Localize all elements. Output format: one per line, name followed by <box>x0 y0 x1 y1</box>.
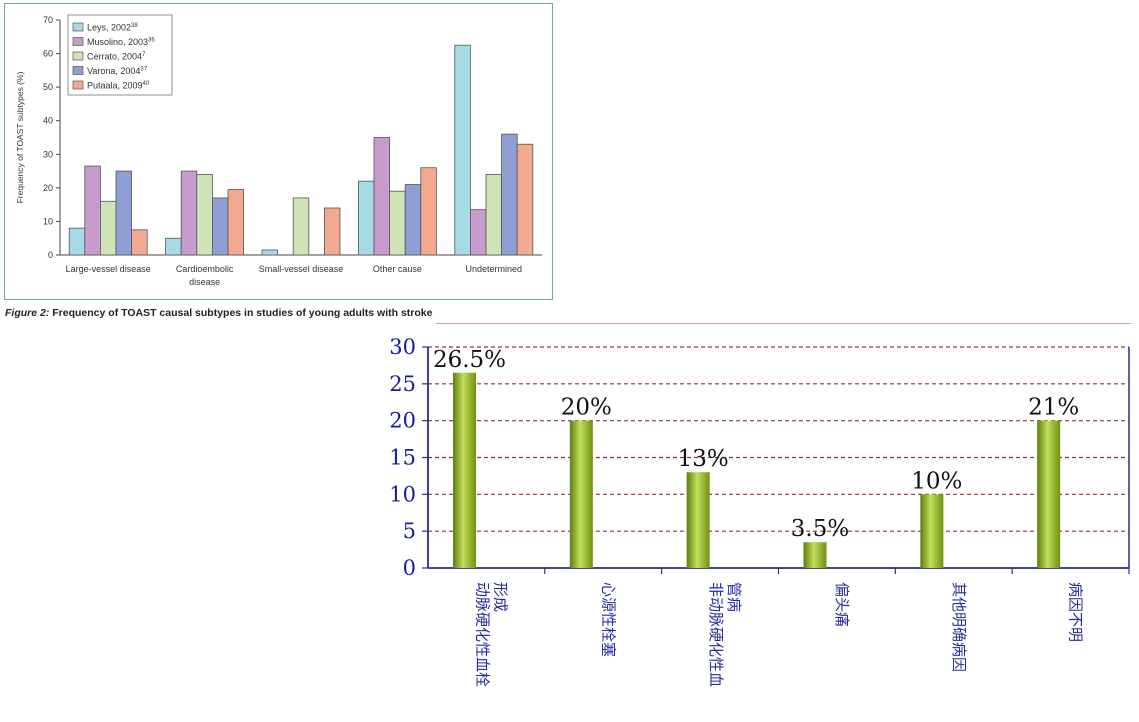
chart2-y-tick-label: 30 <box>389 335 416 359</box>
chart2-category-label: 形成 <box>491 582 509 612</box>
chart1-bar <box>404 184 422 256</box>
chart1-category-label: Cardioembolic <box>176 264 234 274</box>
chart2-bar <box>803 542 827 568</box>
figure-label: Figure 2: <box>5 307 50 319</box>
chart1-y-tick-label: 20 <box>43 183 53 193</box>
chart1-legend-label: Varona, 200437 <box>87 66 148 76</box>
chart2-bar <box>453 372 476 568</box>
chart1-bar <box>196 174 213 256</box>
chart2-category-label: 管病 <box>725 582 743 612</box>
chart2-y-tick-label: 0 <box>403 556 416 580</box>
chart1-category-label: Large-vessel disease <box>66 264 151 274</box>
chart1-y-axis-label: Frequency of TOAST subtypes (%) <box>15 71 25 203</box>
chart2-y-tick-label: 20 <box>389 409 416 433</box>
chart1-bar <box>516 143 534 256</box>
chart1-legend-label: Leys, 200238 <box>87 23 138 33</box>
chart1-legend-swatch <box>72 80 84 90</box>
chart2-bar <box>1037 420 1061 568</box>
chart2-y-tick-label: 5 <box>403 519 416 543</box>
chart2-data-label: 20% <box>561 395 612 421</box>
chart1-category-label: Small-vessel disease <box>259 264 344 274</box>
chart1-bar <box>261 249 279 256</box>
chart1-y-tick-label: 40 <box>43 116 53 126</box>
chart2-category-label: 动脉硬化性血栓 <box>473 582 491 687</box>
chart1-bar <box>323 207 341 256</box>
chart2-category-label: 病因不明 <box>1067 582 1085 642</box>
chart1-bar <box>165 237 182 256</box>
chart1-bar <box>454 44 471 256</box>
chart1-y-tick-label: 70 <box>43 15 53 25</box>
chart1-toast-subtypes: 0 10 20 30 40 50 60 70 Frequency of TOAST subtyp… <box>15 14 542 287</box>
chart1-legend-swatch <box>72 22 84 32</box>
chart1-bar <box>469 209 487 256</box>
chart2-bar <box>920 494 944 568</box>
chart2-category-label: 非动脉硬化性血 <box>707 582 725 687</box>
figure-caption: Figure 2: Frequency of TOAST causal subt… <box>5 307 432 319</box>
chart2-data-label: 13% <box>678 446 729 472</box>
chart1-y-tick-label: 0 <box>48 250 53 260</box>
chart1-bar <box>373 137 391 256</box>
chart1-bar <box>389 190 406 256</box>
chart2-category-label: 偏头痛 <box>833 582 851 627</box>
chart2-y-tick-label: 10 <box>389 482 416 506</box>
chart1-y-tick-label: 30 <box>43 149 53 159</box>
chart2-data-label: 21% <box>1028 395 1079 421</box>
chart1-legend <box>67 14 173 96</box>
chart2-data-label: 26.5% <box>433 347 506 373</box>
chart1-category-label: disease <box>189 277 220 287</box>
chart1-y-tick-label: 50 <box>43 82 53 92</box>
chart2-category-label: 心源性栓塞 <box>599 582 617 657</box>
chart1-bar <box>68 227 86 256</box>
chart1-bar <box>501 133 518 256</box>
chart2-data-label: 3.5% <box>791 516 849 542</box>
chart1-legend-swatch <box>72 51 84 61</box>
chart2-category-label: 其他明确病因 <box>950 582 968 672</box>
chart1-legend-swatch <box>72 37 84 46</box>
chart1-y-tick-label: 10 <box>43 216 53 226</box>
chart1-legend-label: Putaala, 200940 <box>87 81 150 91</box>
divider-line <box>436 323 1131 324</box>
chart1-category-label: Other cause <box>373 264 422 274</box>
chart1-bar <box>131 229 148 256</box>
chart1-legend-label: Musolino, 200336 <box>87 37 155 47</box>
chart2-data-label: 10% <box>911 468 962 494</box>
chart2-y-tick-label: 15 <box>389 446 416 470</box>
chart2-y-tick-label: 25 <box>389 372 416 396</box>
chart1-y-tick-label: 60 <box>43 49 53 59</box>
chart1-bar <box>357 180 375 256</box>
chart1-bar <box>100 200 117 256</box>
chart1-bar <box>180 170 198 256</box>
chart1-bar <box>84 165 101 256</box>
chart1-category-label: Undetermined <box>466 264 523 274</box>
chart1-legend-swatch <box>72 66 84 75</box>
chart2-bar <box>569 420 593 568</box>
chart1-bar <box>211 197 229 256</box>
chart1-bar <box>420 167 437 256</box>
chart2-bar <box>686 472 710 568</box>
chart1-bar <box>227 189 245 256</box>
chart1-bar <box>292 197 310 256</box>
chart1-bar <box>115 170 133 256</box>
chart1-legend-label: Cerrato, 20047 <box>87 52 146 62</box>
chart1-bar <box>485 174 503 256</box>
chart2-chinese-subtypes: 0 5 10 15 20 25 30 26.5% 动脉硬化性血栓 形成 20% 心源性栓塞 13% 非动脉… <box>389 335 1130 687</box>
figure-caption-text: Frequency of TOAST causal subtypes in st… <box>52 307 433 319</box>
